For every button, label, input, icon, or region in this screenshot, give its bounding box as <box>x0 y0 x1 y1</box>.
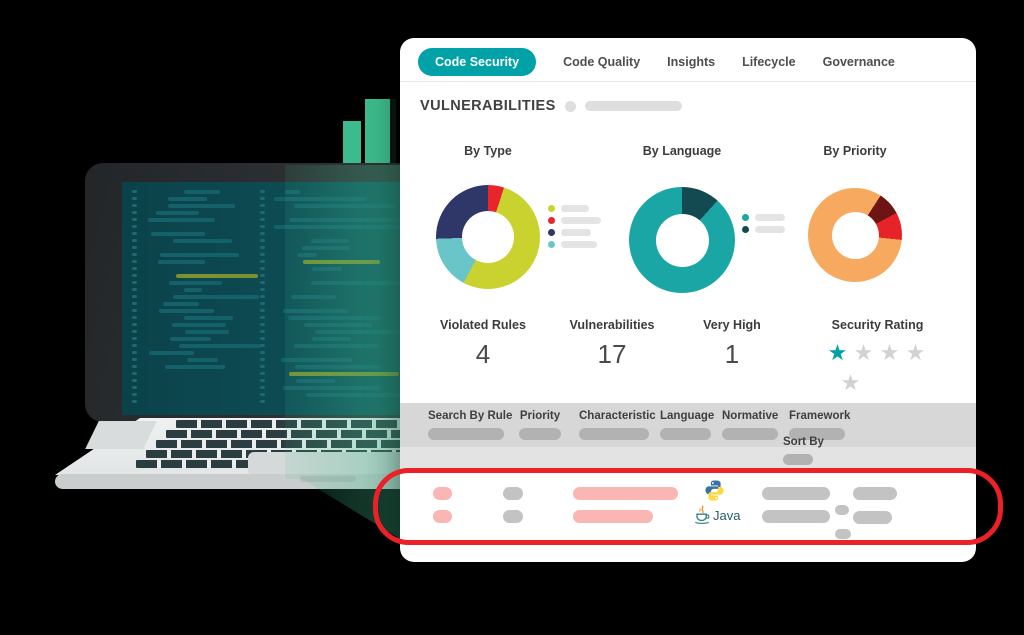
filter-language[interactable]: Language <box>660 410 715 440</box>
filter-dropdown[interactable] <box>789 428 845 440</box>
legend-placeholder-bar <box>561 241 597 248</box>
sort-by-label: Sort By <box>783 436 824 448</box>
tab-code-security[interactable]: Code Security <box>418 48 537 76</box>
filter-label: Framework <box>789 410 851 422</box>
star-rating: ★ ★ ★ ★ ★ <box>825 338 931 397</box>
decorative-bar-shadow <box>390 99 396 165</box>
decorative-green-bar <box>343 121 361 165</box>
laptop-front-notch <box>300 476 356 482</box>
filter-dropdown[interactable] <box>519 428 561 440</box>
filter-dropdown[interactable] <box>722 428 778 440</box>
filter-search-by-rule[interactable]: Search By Rule <box>428 410 513 440</box>
filter-label: Characteristic <box>579 410 656 422</box>
legend-placeholder-bar <box>561 205 589 212</box>
section-header: VULNERABILITIES <box>420 98 682 114</box>
cell-placeholder <box>433 510 452 523</box>
sort-by-dropdown[interactable] <box>783 454 813 465</box>
cell-placeholder <box>433 487 452 500</box>
dashboard-card: Code Security Code Quality Insights Lifecyc… <box>400 38 976 562</box>
filter-normative[interactable]: Normative <box>722 410 778 440</box>
chart-title-by-priority: By Priority <box>823 144 887 158</box>
tab-lifecycle[interactable]: Lifecycle <box>742 55 796 69</box>
tab-bar: Code Security Code Quality Insights Lifecyc… <box>418 47 895 77</box>
star-empty-icon: ★ <box>905 340 926 365</box>
language-label: Java <box>713 508 741 523</box>
filter-framework[interactable]: Framework <box>789 410 851 440</box>
stat-label: Security Rating <box>831 318 924 332</box>
legend-placeholder-bar <box>755 214 785 221</box>
legend-placeholder-bar <box>561 229 591 236</box>
donut-chart-by-language[interactable] <box>629 187 735 293</box>
tab-code-quality[interactable]: Code Quality <box>563 55 641 69</box>
chart-title-by-type: By Type <box>464 144 512 158</box>
red-highlight-outline <box>373 468 1003 545</box>
laptop-trackpad <box>248 452 408 476</box>
stat-label: Vulnerabilities <box>569 318 655 332</box>
filter-label: Normative <box>722 410 779 422</box>
stat-label: Violated Rules <box>440 318 526 332</box>
donut-chart-by-priority[interactable] <box>808 188 902 282</box>
legend-dot <box>548 241 555 248</box>
filter-bar: Search By Rule Priority Characteristic Lang… <box>400 403 976 447</box>
legend-dot <box>548 217 555 224</box>
stat-very-high: Very High 1 <box>682 318 782 370</box>
stat-label: Very High <box>703 318 761 332</box>
filter-priority[interactable]: Priority <box>519 410 561 440</box>
cell-placeholder <box>573 510 653 523</box>
cell-placeholder <box>853 511 892 524</box>
filter-sub-bar <box>400 447 976 470</box>
page-title: VULNERABILITIES <box>420 98 556 114</box>
legend-dot <box>548 229 555 236</box>
cell-placeholder <box>762 510 830 523</box>
filter-dropdown[interactable] <box>428 428 504 440</box>
cell-placeholder <box>835 529 851 539</box>
placeholder-bar <box>584 101 682 111</box>
divider <box>400 81 976 82</box>
stat-vulnerabilities: Vulnerabilities 17 <box>562 318 662 370</box>
stat-violated-rules: Violated Rules 4 <box>433 318 533 370</box>
legend-placeholder-bar <box>755 226 785 233</box>
star-empty-icon: ★ <box>853 340 874 365</box>
placeholder-dot <box>564 100 576 112</box>
filter-label: Language <box>660 410 715 422</box>
star-empty-icon: ★ <box>879 340 900 365</box>
star-filled-icon: ★ <box>827 340 848 365</box>
legend-placeholder-bar <box>561 217 601 224</box>
filter-label: Priority <box>519 410 561 422</box>
star-empty-icon: ★ <box>840 369 861 395</box>
laptop-screen-code <box>122 182 415 415</box>
tab-insights[interactable]: Insights <box>667 55 716 69</box>
tab-governance[interactable]: Governance <box>822 55 895 69</box>
decorative-green-bar <box>365 99 390 165</box>
cell-placeholder <box>573 487 678 500</box>
cell-placeholder <box>762 487 830 500</box>
java-icon <box>695 505 710 524</box>
legend-dot <box>742 226 749 233</box>
filter-label: Search By Rule <box>428 410 513 422</box>
cell-placeholder <box>503 487 523 500</box>
stat-value: 17 <box>597 339 627 369</box>
filter-dropdown[interactable] <box>579 428 649 440</box>
legend-by-type <box>548 205 601 253</box>
legend-dot <box>742 214 749 221</box>
stat-value: 4 <box>475 339 491 369</box>
donut-chart-by-type[interactable] <box>436 185 540 289</box>
stat-value: 1 <box>724 339 740 369</box>
cell-placeholder <box>503 510 523 523</box>
filter-characteristic[interactable]: Characteristic <box>579 410 656 440</box>
stat-security-rating: Security Rating ★ ★ ★ ★ ★ <box>805 318 950 397</box>
filter-dropdown[interactable] <box>660 428 711 440</box>
chart-title-by-language: By Language <box>642 144 722 158</box>
legend-dot <box>548 205 555 212</box>
cell-placeholder <box>835 505 849 515</box>
legend-by-language <box>742 214 785 238</box>
python-icon <box>705 480 724 501</box>
cell-placeholder <box>853 487 897 500</box>
